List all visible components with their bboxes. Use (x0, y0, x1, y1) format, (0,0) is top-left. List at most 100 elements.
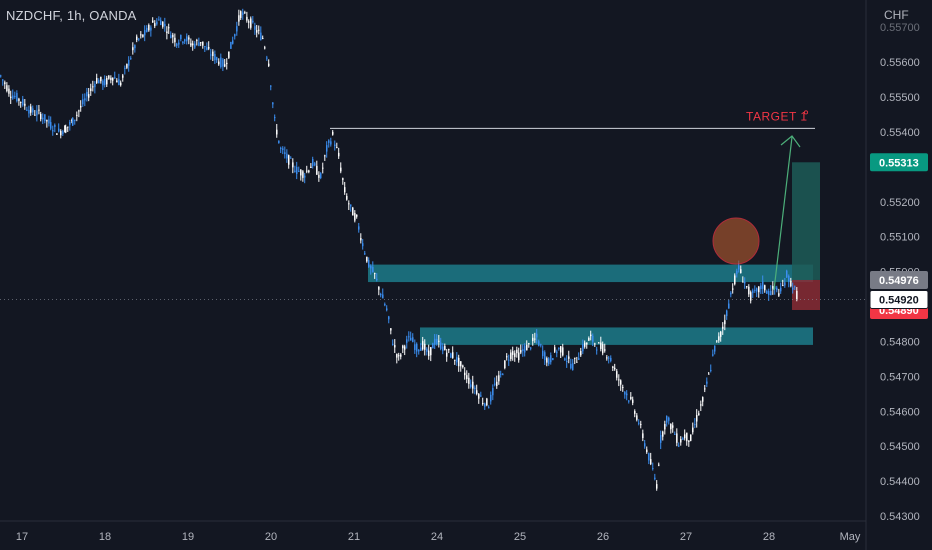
candle-body (394, 345, 396, 348)
candle-body (418, 349, 420, 352)
candle-body (216, 57, 218, 61)
candle-body (38, 109, 40, 111)
price-axis[interactable]: 0.55600 0.55500 0.55400 0.55200 0.55100 0.548… (880, 22, 920, 523)
candle-body (768, 291, 770, 296)
candle-body (240, 11, 242, 18)
candle-body (238, 15, 240, 22)
candle-body (702, 397, 704, 402)
candle-body (514, 353, 516, 357)
candle-body (788, 275, 790, 282)
candle-body (622, 386, 624, 388)
candle-body (498, 375, 500, 382)
candle-body (780, 287, 782, 292)
candle-body (448, 349, 450, 351)
candle-body (114, 77, 116, 79)
candle-body (80, 105, 82, 108)
candle-body (312, 158, 314, 167)
candle-body (4, 82, 6, 85)
candle-body (460, 361, 462, 367)
candle-body (416, 343, 418, 352)
projection-arrow-head (780, 135, 801, 148)
candle-body (732, 288, 734, 290)
candle-body (648, 453, 650, 461)
candle-body (704, 388, 706, 390)
highlight-circle (712, 217, 760, 265)
gray-price-badge-text: 0.54976 (879, 275, 919, 287)
candle-body (180, 35, 182, 40)
candle-body (516, 349, 518, 354)
candle-body (300, 169, 302, 176)
candle-body (52, 130, 54, 132)
candle-body (92, 86, 94, 88)
candle-body (230, 41, 232, 49)
candle-body (628, 400, 630, 402)
candle-body (544, 352, 546, 361)
candle-body (266, 57, 268, 59)
candle-body (32, 108, 34, 113)
time-tick-label: 18 (99, 531, 111, 543)
candle-body (150, 27, 152, 31)
candle-body (218, 61, 220, 65)
candle-body (398, 355, 400, 357)
candle-body (128, 59, 130, 66)
candle-body (162, 21, 164, 27)
candle-body (158, 19, 160, 21)
candle-body (656, 484, 658, 489)
candle-body (16, 93, 18, 102)
candle-body (310, 166, 312, 169)
candle-body (784, 282, 786, 286)
candle-body (674, 433, 676, 435)
current-price-badge-bg (869, 290, 929, 310)
time-tick-label: 28 (763, 531, 775, 543)
candle-body (112, 77, 114, 81)
candle-body (334, 144, 336, 147)
candle-body (496, 381, 498, 386)
candle-body (2, 79, 4, 81)
candle-body (518, 352, 520, 361)
candle-body (400, 354, 402, 357)
price-tick-label: 0.55400 (880, 127, 920, 139)
candle-body (610, 357, 612, 361)
candle-body (700, 404, 702, 406)
candle-body (650, 459, 652, 465)
candle-body (148, 24, 150, 31)
candle-body (108, 75, 110, 79)
support-zone (420, 327, 813, 345)
candle-body (536, 333, 538, 338)
candle-body (264, 47, 266, 49)
candle-body (220, 57, 222, 68)
time-tick-label: 24 (431, 531, 443, 543)
candle-body (454, 359, 456, 361)
candle-body (46, 120, 48, 122)
candle-body (444, 345, 446, 351)
price-tick-label: 0.54500 (880, 441, 920, 453)
candle-body (796, 290, 798, 300)
candle-body (654, 477, 656, 480)
time-axis[interactable]: 17 18 19 20 21 24 25 26 27 28 May (16, 531, 861, 543)
candle-body (748, 286, 750, 295)
candle-body (62, 131, 64, 135)
candle-body (176, 43, 178, 46)
candle-body (174, 37, 176, 43)
candle-body (762, 281, 764, 289)
time-tick-label: 17 (16, 531, 28, 543)
candle-body (212, 51, 214, 57)
candle-body (380, 294, 382, 296)
candle-body (566, 361, 568, 363)
candle-body (178, 42, 180, 45)
candle-body (69, 121, 71, 125)
candle-body (450, 353, 452, 358)
candle-body (188, 37, 190, 40)
candle-body (204, 46, 206, 48)
green-price-badge-bg (870, 153, 928, 172)
candle-body (386, 308, 388, 311)
candle-body (726, 310, 728, 317)
candle-body (612, 366, 614, 368)
candle-body (352, 207, 354, 216)
candle-body (406, 339, 408, 343)
candle-body (412, 337, 414, 342)
candle-body (210, 54, 212, 56)
candle-body (770, 291, 772, 296)
candle-body (484, 403, 486, 407)
